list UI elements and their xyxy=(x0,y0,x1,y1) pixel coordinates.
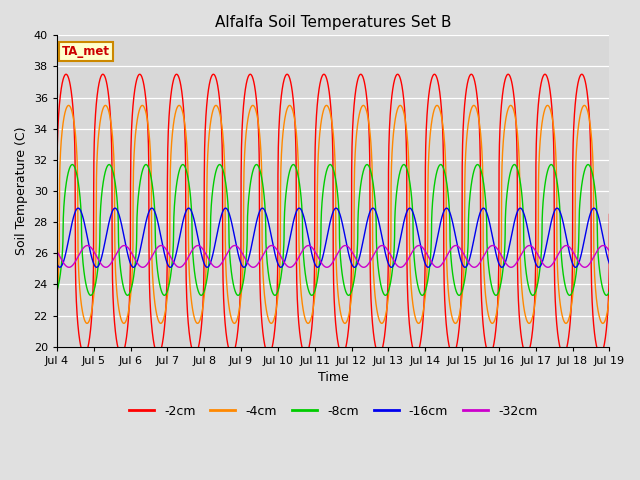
-32cm xyxy=(289,263,297,269)
-4cm xyxy=(595,312,603,317)
-4cm xyxy=(65,103,72,108)
-4cm xyxy=(536,153,543,159)
-32cm xyxy=(599,242,607,248)
-16cm xyxy=(149,205,157,211)
Line: -2cm: -2cm xyxy=(57,74,609,355)
-2cm xyxy=(289,93,297,99)
-8cm xyxy=(603,292,611,298)
-2cm xyxy=(62,72,70,77)
-8cm xyxy=(265,274,273,280)
-8cm xyxy=(536,271,543,277)
Line: -16cm: -16cm xyxy=(57,208,609,267)
-32cm xyxy=(605,248,613,254)
X-axis label: Time: Time xyxy=(318,372,349,384)
-16cm xyxy=(116,216,124,221)
-16cm xyxy=(265,222,273,228)
-8cm xyxy=(289,162,297,168)
Line: -8cm: -8cm xyxy=(57,165,609,295)
-2cm xyxy=(53,212,61,217)
-4cm xyxy=(149,277,157,283)
-2cm xyxy=(605,212,613,217)
Y-axis label: Soil Temperature (C): Soil Temperature (C) xyxy=(15,127,28,255)
-16cm xyxy=(595,215,603,221)
-8cm xyxy=(149,186,157,192)
-4cm xyxy=(53,293,61,299)
Legend: -2cm, -4cm, -8cm, -16cm, -32cm: -2cm, -4cm, -8cm, -16cm, -32cm xyxy=(124,400,542,423)
-32cm xyxy=(149,252,157,258)
-32cm xyxy=(595,246,603,252)
-4cm xyxy=(599,321,607,326)
-8cm xyxy=(53,288,61,294)
-8cm xyxy=(605,288,613,294)
-8cm xyxy=(595,260,603,265)
Line: -32cm: -32cm xyxy=(57,245,609,267)
-4cm xyxy=(289,108,297,114)
-4cm xyxy=(265,318,273,324)
-16cm xyxy=(53,261,61,266)
-32cm xyxy=(65,264,73,270)
-32cm xyxy=(265,244,273,250)
-16cm xyxy=(56,264,63,270)
-16cm xyxy=(289,221,297,227)
-8cm xyxy=(116,262,124,267)
-2cm xyxy=(116,351,124,357)
-4cm xyxy=(605,293,613,299)
-2cm xyxy=(596,352,604,358)
-16cm xyxy=(590,205,598,211)
-16cm xyxy=(605,261,613,266)
Title: Alfalfa Soil Temperatures Set B: Alfalfa Soil Temperatures Set B xyxy=(215,15,451,30)
-32cm xyxy=(53,248,61,254)
-2cm xyxy=(149,334,157,339)
-2cm xyxy=(536,93,543,98)
Line: -4cm: -4cm xyxy=(57,106,609,324)
-32cm xyxy=(116,245,124,251)
-4cm xyxy=(116,312,124,318)
-2cm xyxy=(265,351,273,357)
-8cm xyxy=(68,162,76,168)
-2cm xyxy=(595,350,603,356)
Text: TA_met: TA_met xyxy=(62,45,110,58)
-16cm xyxy=(536,264,543,270)
-32cm xyxy=(536,254,543,260)
